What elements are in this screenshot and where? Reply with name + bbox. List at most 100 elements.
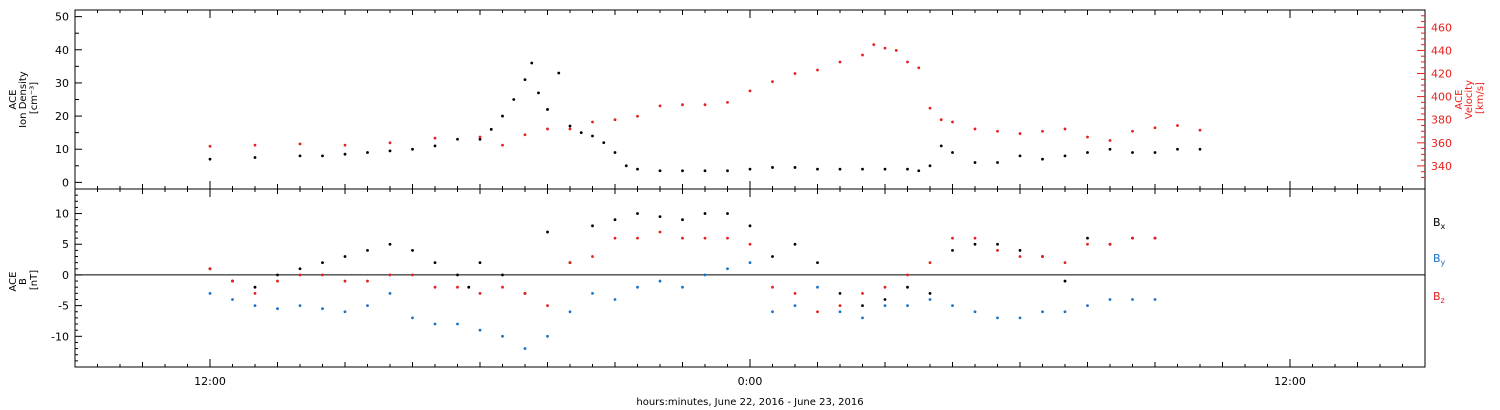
velocity-point	[208, 144, 212, 148]
bz-point	[523, 291, 527, 295]
density-point	[861, 167, 864, 171]
by-point	[456, 322, 459, 326]
bx-point	[411, 248, 414, 252]
by-point	[433, 322, 437, 326]
density-point	[624, 164, 628, 168]
bz-point	[253, 291, 257, 295]
bx-point	[613, 218, 617, 222]
top-left-tick-label: 20	[55, 110, 69, 123]
velocity-point	[1176, 124, 1179, 127]
velocity-point	[501, 143, 504, 147]
bx-point	[253, 285, 257, 289]
by-point	[366, 304, 369, 308]
bz-point	[276, 279, 279, 283]
density-point	[411, 147, 414, 151]
bz-point	[298, 273, 302, 277]
top-left-tick-label: 30	[55, 77, 69, 90]
density-point	[388, 149, 392, 153]
velocity-point	[939, 118, 943, 122]
bz-point	[861, 291, 864, 295]
bz-point	[816, 310, 819, 314]
bz-point	[1018, 255, 1022, 258]
density-point	[512, 98, 516, 101]
velocity-point	[253, 143, 257, 147]
velocity-point	[928, 106, 932, 110]
density-point	[343, 152, 347, 156]
bz-point	[1041, 255, 1044, 258]
top-left-ticks: 0 10 20 30 40 50	[55, 11, 82, 189]
by-point	[703, 273, 707, 277]
velocity-point	[636, 114, 639, 118]
velocity-point	[973, 127, 977, 131]
by-point	[501, 334, 504, 338]
velocity-point	[658, 104, 662, 108]
bz-point	[411, 273, 414, 277]
density-point	[530, 61, 534, 65]
top-left-tick-label: 40	[55, 44, 69, 57]
density-point	[546, 108, 549, 111]
density-point	[939, 144, 943, 148]
x-tick-label: 12:00	[1274, 375, 1306, 388]
bx-point	[1063, 279, 1067, 283]
density-point	[478, 137, 482, 141]
density-point	[366, 151, 369, 154]
density-point	[726, 169, 729, 173]
velocity-point	[748, 89, 752, 93]
velocity-point	[568, 127, 572, 131]
by-point	[816, 285, 819, 289]
density-point	[1086, 151, 1089, 154]
by-point	[546, 334, 549, 338]
bz-point	[838, 304, 842, 308]
density-point	[951, 151, 954, 154]
velocity-point	[726, 100, 729, 104]
density-point	[816, 167, 819, 171]
density-point	[793, 166, 797, 169]
density-point	[636, 167, 639, 171]
top-left-tick-label: 10	[55, 143, 69, 156]
velocity-point	[1131, 129, 1134, 133]
bz-point	[793, 291, 797, 295]
density-point	[1176, 147, 1179, 151]
density-point	[489, 127, 493, 131]
velocity-point	[816, 68, 819, 72]
bz-point	[658, 230, 662, 234]
legend-bx: Bx	[1433, 216, 1446, 231]
top-right-tick-label: 400	[1431, 91, 1452, 104]
bx-point	[388, 242, 392, 246]
velocity-point	[917, 66, 921, 70]
x-tick-label: 0:00	[738, 375, 763, 388]
by-point	[1063, 310, 1067, 314]
bx-point	[591, 224, 594, 228]
bz-point	[321, 273, 324, 277]
density-point	[579, 131, 583, 135]
bx-point	[478, 261, 482, 265]
density-point	[298, 154, 302, 158]
bz-point	[231, 279, 234, 283]
velocity-point	[523, 133, 527, 137]
bottom-tick-label: 5	[62, 238, 69, 251]
by-point	[591, 291, 594, 295]
bz-point	[613, 236, 617, 240]
density-point	[838, 167, 842, 171]
by-point	[771, 310, 774, 314]
density-point	[1108, 147, 1112, 151]
bz-point	[906, 273, 909, 277]
bx-point	[467, 285, 471, 289]
by-point	[748, 261, 752, 265]
bx-point	[1086, 236, 1089, 240]
top-right-tick-label: 360	[1431, 137, 1452, 150]
top-left-tick-label: 50	[55, 11, 69, 24]
velocity-point	[838, 60, 842, 64]
top-left-tick-label: 0	[62, 176, 69, 189]
density-point	[658, 169, 662, 173]
density-point	[568, 124, 572, 128]
bottom-tick-label: 10	[55, 208, 69, 221]
bottom-left-ylabel: ACE B [nT]	[8, 268, 40, 291]
bz-point	[591, 255, 594, 258]
by-point	[1041, 310, 1044, 314]
bz-point	[208, 267, 212, 271]
by-point	[951, 304, 954, 308]
bx-point	[321, 261, 324, 265]
bx-point	[681, 218, 684, 222]
bz-point	[996, 248, 999, 252]
